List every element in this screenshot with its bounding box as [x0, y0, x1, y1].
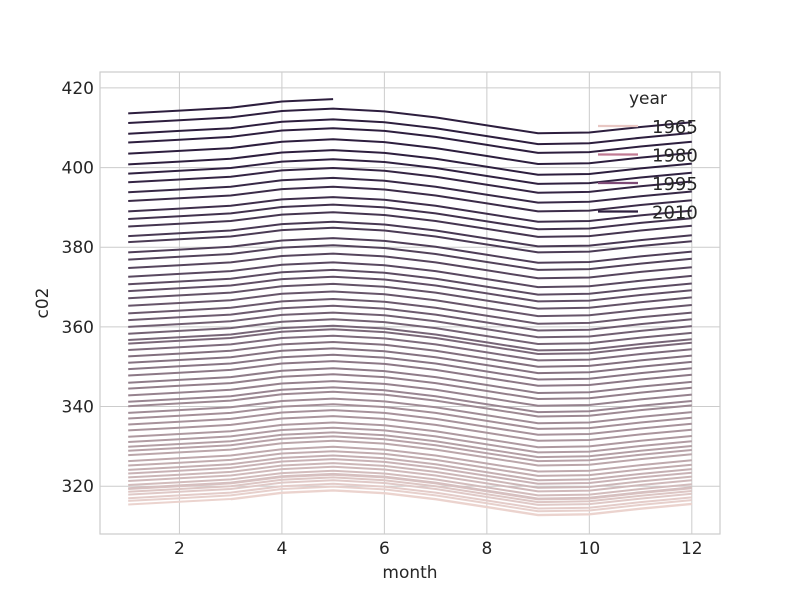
series-line-2015	[128, 149, 692, 176]
series-line-1989	[128, 347, 692, 375]
series-line-1992	[128, 328, 692, 355]
y-tick-label: 320	[62, 477, 94, 497]
series-line-1974	[128, 435, 692, 463]
series-line-2000	[128, 275, 692, 303]
y-tick-label: 380	[62, 238, 94, 258]
series-line-1972	[128, 445, 692, 473]
series-line-2016	[128, 138, 692, 165]
x-tick-label: 10	[579, 539, 601, 559]
grid	[100, 72, 720, 534]
legend-label-1965: 1965	[652, 117, 698, 138]
series-lines	[128, 98, 692, 517]
series-line-1973	[128, 439, 692, 467]
y-tick-label: 420	[62, 79, 94, 99]
x-tick-label: 8	[481, 539, 492, 559]
series-line-1976	[128, 426, 692, 454]
series-line-2004	[128, 244, 692, 271]
series-line-1979	[128, 409, 692, 436]
legend: year 1965 1980 1995 2010	[598, 89, 698, 224]
series-line-1980	[128, 403, 692, 430]
series-line-1975	[128, 431, 692, 459]
series-line-1970	[128, 454, 692, 482]
series-line-2011	[128, 185, 692, 213]
series-line-2020	[128, 98, 334, 115]
legend-label-2010: 2010	[652, 203, 698, 224]
series-line-1985	[128, 373, 692, 400]
series-line-1998	[128, 290, 692, 318]
series-line-2008	[128, 211, 692, 238]
series-line-1959	[128, 489, 692, 516]
series-line-2005	[128, 237, 692, 264]
series-line-1987	[128, 360, 692, 387]
legend-label-1995: 1995	[652, 174, 698, 195]
series-line-1960	[128, 485, 692, 513]
series-line-1968	[128, 462, 692, 489]
series-line-1994	[128, 318, 692, 345]
series-line-1969	[128, 458, 692, 485]
x-tick-label: 4	[276, 539, 287, 559]
series-line-1988	[128, 353, 692, 381]
series-line-2014	[128, 158, 692, 185]
x-tick-label: 12	[681, 539, 703, 559]
series-line-2018	[128, 118, 692, 146]
series-line-1962	[128, 479, 692, 506]
y-tick-label: 360	[62, 318, 94, 338]
series-line-1982	[128, 390, 692, 418]
series-line-1997	[128, 298, 692, 325]
series-line-1990	[128, 341, 692, 368]
series-line-1961	[128, 482, 692, 510]
x-tick-label: 6	[379, 539, 390, 559]
series-line-1983	[128, 386, 692, 414]
y-tick-labels: 320 340 360 380 400 420	[62, 79, 94, 497]
x-axis-label: month	[382, 563, 437, 583]
series-line-2002	[128, 261, 692, 289]
series-line-1967	[128, 465, 692, 493]
series-line-1981	[128, 397, 692, 425]
series-line-2001	[128, 268, 692, 296]
legend-title: year	[629, 89, 667, 109]
series-line-2019	[128, 107, 692, 135]
series-line-1986	[128, 367, 692, 394]
series-line-1977	[128, 421, 692, 449]
series-line-1984	[128, 380, 692, 407]
x-tick-labels: 2 4 6 8 10 12	[174, 539, 703, 559]
legend-label-1980: 1980	[652, 146, 698, 167]
series-line-2007	[128, 220, 692, 248]
series-line-1999	[128, 282, 692, 310]
series-line-1995	[128, 311, 692, 339]
x-tick-label: 2	[174, 539, 185, 559]
series-line-2010	[128, 196, 692, 223]
y-axis-label: c02	[33, 288, 53, 319]
series-line-1965	[128, 472, 692, 500]
series-line-2013	[128, 167, 692, 194]
series-line-1963	[128, 476, 692, 504]
series-line-1993	[128, 324, 692, 352]
series-line-2012	[128, 176, 692, 204]
series-line-1996	[128, 304, 692, 332]
plot-frame	[99, 71, 721, 535]
y-tick-label: 340	[62, 398, 94, 418]
series-line-1966	[128, 469, 692, 497]
series-line-2009	[128, 203, 692, 231]
series-line-1978	[128, 415, 692, 442]
series-line-1991	[128, 334, 692, 362]
series-line-2017	[128, 127, 692, 154]
series-line-2006	[128, 226, 692, 254]
series-line-2003	[128, 252, 692, 280]
y-tick-label: 400	[62, 159, 94, 179]
series-line-1971	[128, 450, 692, 477]
